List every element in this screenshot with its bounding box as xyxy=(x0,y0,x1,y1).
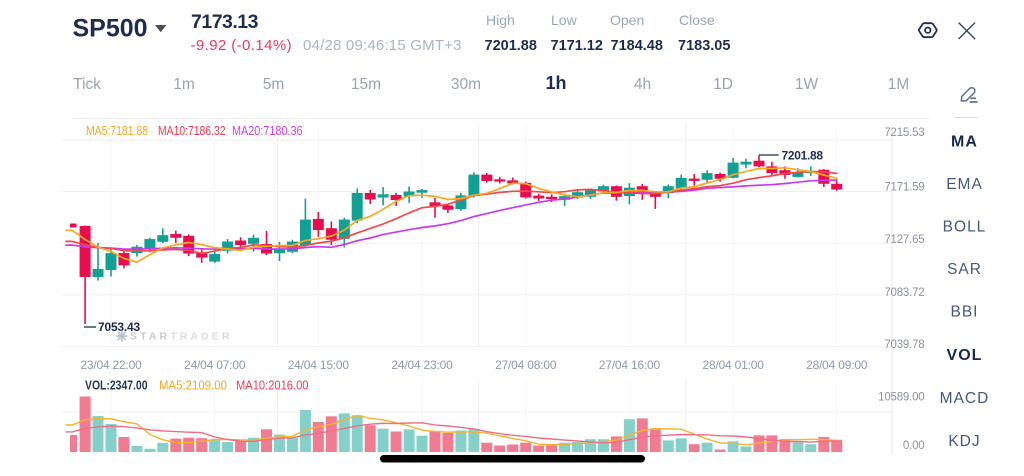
svg-text:4h: 4h xyxy=(634,76,651,93)
svg-text:7171.12: 7171.12 xyxy=(551,38,603,54)
svg-text:STARTRADER: STARTRADER xyxy=(130,331,233,343)
svg-text:MA: MA xyxy=(951,134,978,151)
svg-text:KDJ: KDJ xyxy=(948,433,980,450)
svg-text:1h: 1h xyxy=(545,73,566,93)
svg-text:30m: 30m xyxy=(451,76,481,93)
svg-text:SAR: SAR xyxy=(947,261,982,278)
svg-text:MA20:7180.36: MA20:7180.36 xyxy=(232,124,303,138)
svg-text:7039.78: 7039.78 xyxy=(884,339,924,351)
svg-text:7201.88: 7201.88 xyxy=(485,38,537,54)
svg-text:7215.53: 7215.53 xyxy=(884,127,924,139)
svg-text:EMA: EMA xyxy=(946,176,983,193)
svg-text:MACD: MACD xyxy=(940,390,990,407)
svg-text:15m: 15m xyxy=(351,76,381,93)
svg-text:1D: 1D xyxy=(713,76,733,93)
svg-text:BOLL: BOLL xyxy=(943,219,987,236)
svg-text:24/04 07:00: 24/04 07:00 xyxy=(184,358,246,372)
svg-text:7053.43: 7053.43 xyxy=(98,320,141,334)
svg-text:Low: Low xyxy=(551,12,578,28)
svg-text:7183.05: 7183.05 xyxy=(678,38,730,54)
svg-text:1m: 1m xyxy=(173,76,195,93)
svg-text:5m: 5m xyxy=(263,76,285,93)
svg-text:SP500: SP500 xyxy=(73,15,148,43)
svg-text:24/04 23:00: 24/04 23:00 xyxy=(391,358,453,372)
svg-text:Open: Open xyxy=(610,12,644,28)
svg-text:7173.13: 7173.13 xyxy=(191,11,259,33)
svg-text:7184.48: 7184.48 xyxy=(611,38,663,54)
svg-text:-9.92 (-0.14%): -9.92 (-0.14%) xyxy=(191,37,292,54)
svg-text:7083.72: 7083.72 xyxy=(884,287,924,299)
svg-text:High: High xyxy=(486,12,515,28)
svg-text:VOL: VOL xyxy=(947,347,983,364)
svg-text:28/04 09:00: 28/04 09:00 xyxy=(806,358,868,372)
svg-text:10589.00: 10589.00 xyxy=(878,392,924,404)
svg-text:7171.59: 7171.59 xyxy=(884,182,924,194)
svg-text:7201.88: 7201.88 xyxy=(782,149,824,163)
svg-text:27/04 08:00: 27/04 08:00 xyxy=(495,358,557,372)
svg-text:VOL:2347.00: VOL:2347.00 xyxy=(85,379,148,393)
svg-text:04/28 09:46:15 GMT+3: 04/28 09:46:15 GMT+3 xyxy=(303,37,462,54)
svg-text:MA5:2109.00: MA5:2109.00 xyxy=(159,379,227,393)
svg-text:28/04 01:00: 28/04 01:00 xyxy=(702,358,764,372)
svg-text:MA10:2016.00: MA10:2016.00 xyxy=(236,379,309,393)
svg-text:23/04 22:00: 23/04 22:00 xyxy=(80,358,142,372)
svg-text:27/04 16:00: 27/04 16:00 xyxy=(599,358,661,372)
svg-text:MA10:7186.32: MA10:7186.32 xyxy=(158,124,226,138)
svg-text:Tick: Tick xyxy=(73,76,101,93)
svg-text:0.00: 0.00 xyxy=(903,440,925,452)
svg-text:Close: Close xyxy=(679,12,715,28)
svg-text:24/04 15:00: 24/04 15:00 xyxy=(288,358,350,372)
svg-text:7127.65: 7127.65 xyxy=(884,234,924,246)
svg-text:MA5:7181.88: MA5:7181.88 xyxy=(86,124,148,138)
svg-text:1M: 1M xyxy=(888,76,910,93)
svg-text:1W: 1W xyxy=(795,76,819,93)
svg-text:BBI: BBI xyxy=(951,304,979,321)
